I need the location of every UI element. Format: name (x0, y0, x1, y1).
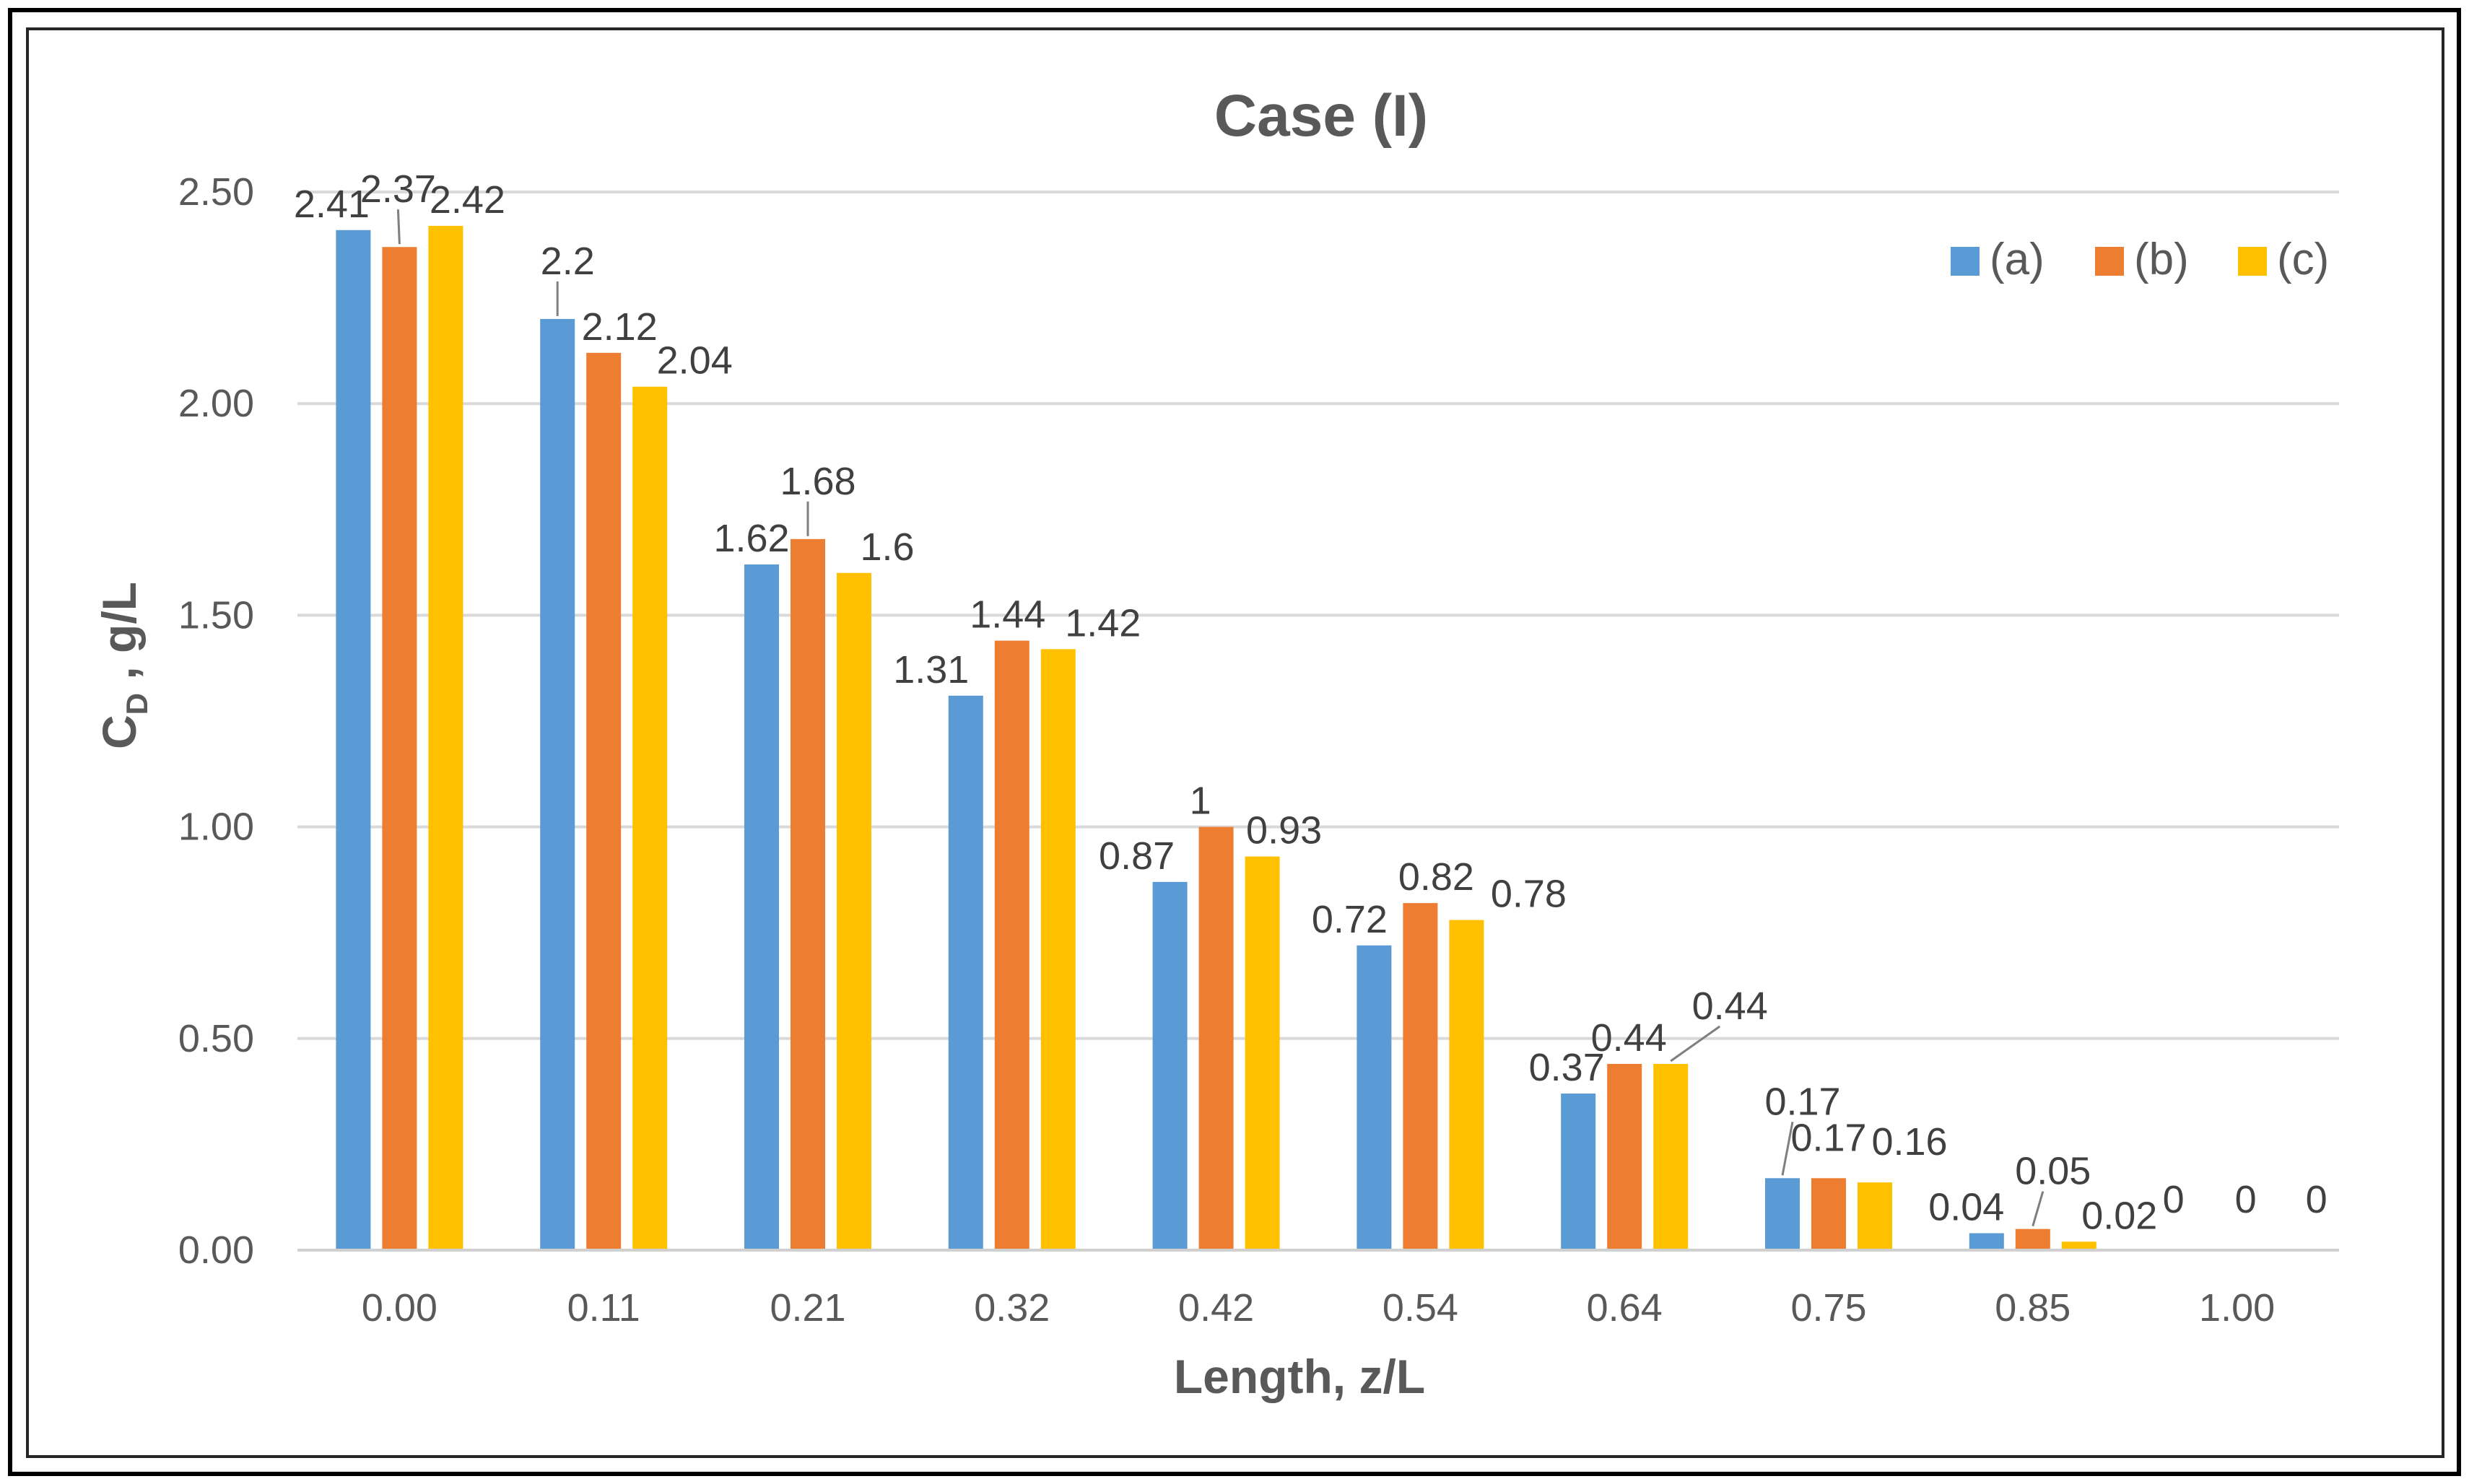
data-label: 0.44 (1591, 1016, 1667, 1060)
y-axis-title-subscript: D (120, 693, 154, 715)
leader-line (1670, 1025, 1721, 1062)
bar (1811, 1178, 1846, 1250)
x-tick-label: 1.00 (2199, 1286, 2275, 1330)
legend-swatch (2095, 247, 2124, 276)
bar (791, 538, 825, 1250)
bar (994, 640, 1029, 1250)
data-label: 2.2 (541, 240, 595, 283)
bar (1198, 826, 1234, 1250)
y-axis-title-rest: , g/L (92, 582, 146, 693)
x-tick-label: 0.42 (1178, 1286, 1254, 1330)
data-label: 0.05 (2015, 1150, 2091, 1193)
data-label: 0.82 (1398, 855, 1474, 899)
data-label: 0.02 (2081, 1194, 2157, 1237)
bar (837, 572, 871, 1250)
x-tick-label: 0.00 (362, 1286, 437, 1330)
legend-item: (a) (1951, 235, 2045, 284)
data-label: 1.68 (780, 460, 855, 503)
data-labels: 2.412.372.422.22.122.041.621.681.61.311.… (294, 167, 2328, 1237)
data-label: 2.12 (582, 305, 658, 349)
x-tick-label: 0.21 (770, 1286, 845, 1330)
data-label: 0.16 (1871, 1120, 1947, 1164)
data-label: 1 (1190, 780, 1211, 823)
data-label: 0.72 (1312, 898, 1388, 941)
x-tick-label: 0.32 (974, 1286, 1050, 1330)
data-label: 0.78 (1491, 873, 1567, 916)
x-axis-ticks: 0.00 0.11 0.21 0.32 0.42 0.54 0.64 0.75 0.85 1.00 (362, 1286, 2275, 1330)
bar (540, 318, 575, 1250)
bar (948, 695, 983, 1250)
legend-label: (c) (2277, 235, 2329, 284)
leader-line (2032, 1191, 2045, 1227)
bar (428, 225, 463, 1250)
x-tick-label: 0.75 (1790, 1286, 1866, 1330)
bar (1403, 903, 1438, 1250)
bar (1607, 1063, 1642, 1250)
legend-swatch (2238, 247, 2267, 276)
bars (336, 225, 2096, 1251)
y-axis-ticks: 0.00 0.50 1.00 1.50 2.00 2.50 (178, 170, 254, 1272)
y-tick-label: 0.50 (178, 1017, 254, 1060)
x-axis-title: Length, z/L (1174, 1350, 1425, 1403)
bar (1858, 1182, 1892, 1250)
legend-item: (c) (2238, 235, 2329, 284)
bar (382, 247, 417, 1251)
y-tick-label: 2.00 (178, 382, 254, 425)
bar (1357, 945, 1392, 1250)
label-leader-lines (396, 209, 2045, 1227)
data-label: 0.44 (1692, 985, 1768, 1028)
data-label: 0.37 (1529, 1046, 1605, 1089)
y-axis-title-main: C (92, 715, 146, 749)
y-axis-title: CD , g/L (92, 582, 154, 749)
legend-label: (b) (2134, 235, 2189, 284)
data-label: 0.17 (1764, 1080, 1840, 1123)
bar (1969, 1233, 2004, 1250)
bar (2015, 1228, 2050, 1250)
bar (632, 386, 668, 1250)
data-label: 0 (2163, 1178, 2185, 1221)
x-tick-label: 0.64 (1587, 1286, 1663, 1330)
data-label: 1.62 (713, 517, 789, 560)
y-tick-label: 1.50 (178, 593, 254, 637)
leader-line (1781, 1122, 1794, 1176)
data-label: 0.04 (1928, 1186, 2004, 1229)
data-label: 0.93 (1246, 809, 1322, 852)
data-label: 1.44 (970, 593, 1045, 637)
data-label: 0 (2235, 1178, 2257, 1221)
x-tick-label: 0.54 (1382, 1286, 1458, 1330)
bar (1561, 1094, 1596, 1250)
legend-label: (a) (1990, 235, 2045, 284)
legend-swatch (1951, 247, 1980, 276)
bar (1040, 649, 1076, 1250)
y-tick-label: 1.00 (178, 806, 254, 849)
data-label: 2.04 (657, 339, 733, 383)
bar (744, 564, 779, 1250)
bar (586, 352, 622, 1250)
bar (336, 230, 371, 1250)
data-label: 2.42 (430, 178, 505, 222)
x-tick-label: 0.85 (1995, 1286, 2070, 1330)
bar (1449, 920, 1484, 1250)
bar (1245, 856, 1280, 1250)
data-label: 0.87 (1099, 834, 1175, 878)
bar (1765, 1178, 1800, 1250)
data-label: 2.37 (360, 167, 436, 211)
data-label: 1.42 (1065, 601, 1141, 645)
bar (1152, 881, 1188, 1250)
legend-item: (b) (2095, 235, 2189, 284)
data-label: 1.31 (893, 648, 969, 691)
x-tick-label: 0.11 (567, 1286, 640, 1330)
y-tick-label: 2.50 (178, 170, 254, 214)
data-label: 2.41 (294, 183, 370, 226)
data-label: 1.6 (860, 525, 914, 569)
legend: (a) (b) (c) (1951, 235, 2329, 284)
bar (1653, 1063, 1689, 1250)
chart-title: Case (I) (1214, 83, 1428, 149)
data-label: 0.17 (1790, 1116, 1866, 1159)
bar (2061, 1241, 2096, 1250)
y-tick-label: 0.00 (178, 1228, 254, 1272)
leader-line (396, 209, 401, 245)
data-label: 0 (2306, 1178, 2328, 1221)
